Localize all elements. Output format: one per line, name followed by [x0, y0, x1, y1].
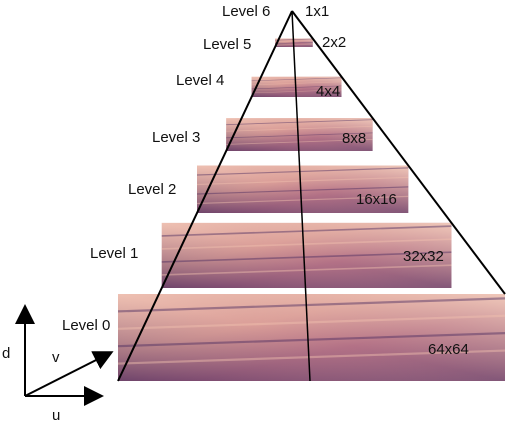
mipmap-level-3-streak [226, 125, 373, 132]
axes-gizmo: d v u [2, 304, 114, 424]
level-3-label: Level 3 [152, 129, 200, 146]
level-0-size: 64x64 [428, 341, 469, 358]
d-axis-label: d [2, 345, 10, 362]
mipmap-level-3-streak [226, 132, 373, 139]
mipmap-level-2-streak [196, 176, 409, 186]
level-4-label: Level 4 [176, 72, 224, 89]
mipmap-slabs [117, 38, 506, 381]
level-labels: Level 0 Level 1 Level 2 Level 3 Level 4 … [62, 3, 270, 334]
mipmap-level-4-streak [251, 81, 342, 86]
level-1-label: Level 1 [90, 245, 138, 262]
mipmap-level-0-streak [117, 314, 506, 330]
level-2-size: 16x16 [356, 191, 397, 208]
mipmap-level-0-streak [117, 349, 506, 365]
mipmap-level-2-streak [196, 167, 409, 176]
mipmap-level-2-streak [196, 186, 409, 195]
mipmap-level-4-streak [251, 85, 342, 90]
mipmap-level-4-texture [251, 76, 342, 97]
level-4-size: 4x4 [316, 83, 340, 100]
pyramid-right-edge [291, 10, 506, 295]
level-5-size: 2x2 [322, 34, 346, 51]
level-0-label: Level 0 [62, 317, 110, 334]
pyramid-edges [117, 10, 506, 382]
level-2-label: Level 2 [128, 181, 176, 198]
mipmap-level-2-streak [196, 195, 409, 205]
pyramid-left-edge [117, 10, 293, 382]
mipmap-level-3-texture [226, 118, 373, 151]
mipmap-level-3-streak [226, 139, 373, 145]
level-1-size: 32x32 [403, 248, 444, 265]
mipmap-level-1-streak [161, 225, 452, 237]
mipmap-level-1-streak [161, 264, 452, 276]
mipmap-level-3-streak [226, 119, 373, 126]
pyramid-middle-edge [291, 10, 311, 382]
v-axis-arrow [24, 351, 114, 397]
mipmap-level-0-streak [117, 297, 506, 313]
mipmap-level-1-texture [161, 222, 452, 288]
level-6-label: Level 6 [222, 3, 270, 20]
level-5-label: Level 5 [203, 36, 251, 53]
mipmap-level-4-streak [251, 77, 342, 82]
mipmap-level-0-texture [118, 294, 505, 381]
v-axis-label: v [52, 349, 60, 366]
size-labels: 64x64 32x32 16x16 8x8 4x4 2x2 1x1 [305, 3, 469, 358]
mipmap-level-1-streak [161, 251, 452, 263]
level-6-size: 1x1 [305, 3, 329, 20]
level-3-size: 8x8 [342, 130, 366, 147]
mipmap-level-0-streak [117, 332, 506, 348]
mipmap-level-1-streak [161, 238, 452, 250]
mipmap-level-2-texture [197, 165, 409, 213]
u-axis-label: u [52, 407, 60, 424]
